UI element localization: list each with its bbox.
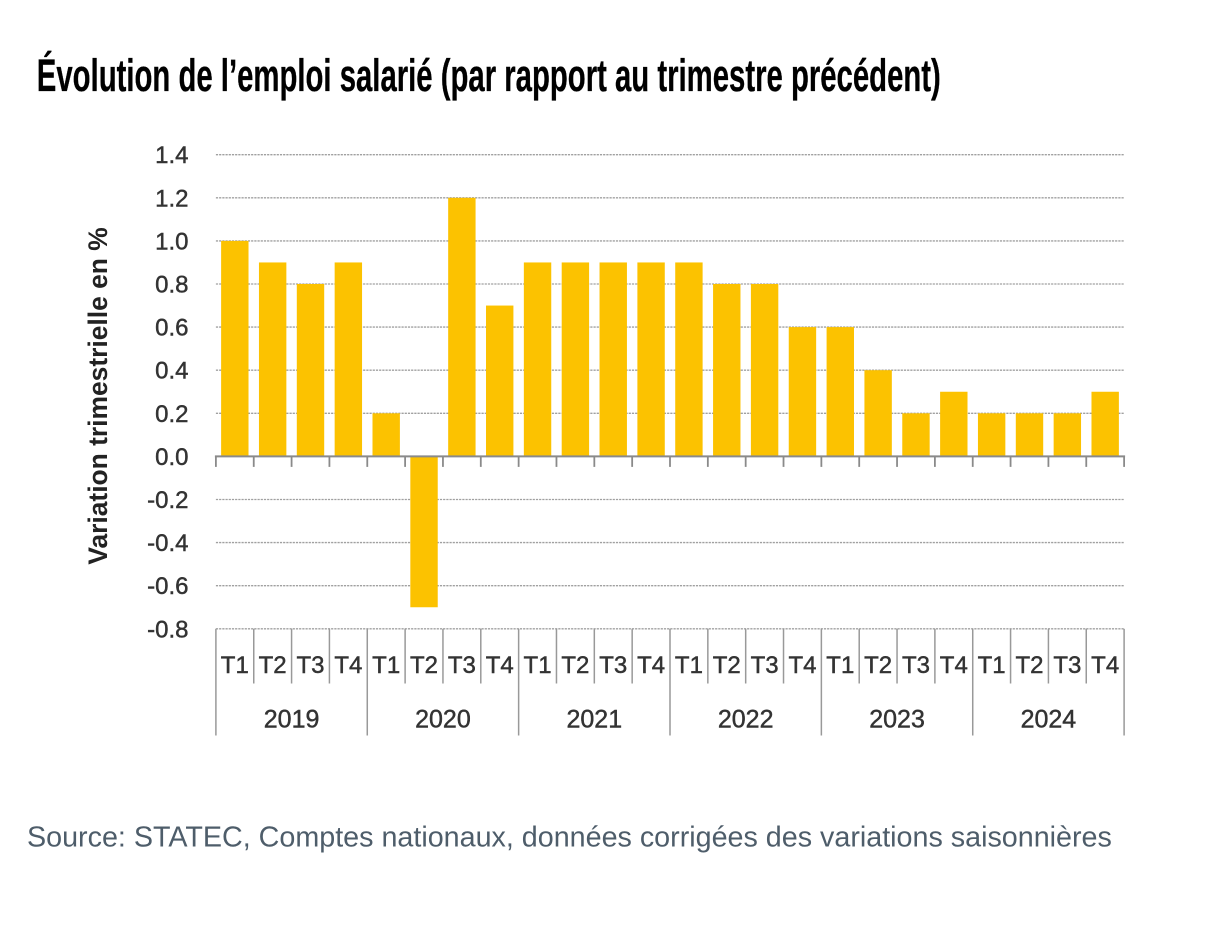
svg-text:T4: T4 — [788, 652, 816, 679]
svg-text:1.0: 1.0 — [155, 228, 188, 255]
svg-text:T3: T3 — [599, 652, 627, 679]
svg-text:T4: T4 — [1091, 652, 1119, 679]
svg-text:2024: 2024 — [1021, 706, 1077, 734]
svg-text:T2: T2 — [713, 652, 741, 679]
svg-text:-0.8: -0.8 — [147, 616, 188, 643]
svg-text:0.4: 0.4 — [155, 358, 188, 385]
svg-text:1.4: 1.4 — [155, 142, 188, 169]
svg-text:T4: T4 — [940, 652, 968, 679]
svg-text:1.2: 1.2 — [155, 185, 188, 212]
svg-text:T1: T1 — [826, 652, 854, 679]
svg-text:T4: T4 — [637, 652, 665, 679]
svg-text:T2: T2 — [410, 652, 438, 679]
svg-text:-0.4: -0.4 — [147, 530, 188, 557]
svg-text:-0.2: -0.2 — [147, 487, 188, 514]
svg-text:T3: T3 — [1053, 652, 1081, 679]
svg-text:2019: 2019 — [264, 706, 320, 734]
svg-text:T1: T1 — [675, 652, 703, 679]
svg-text:2023: 2023 — [869, 706, 925, 734]
svg-text:2021: 2021 — [567, 706, 623, 734]
svg-text:T2: T2 — [561, 652, 589, 679]
svg-text:2020: 2020 — [415, 706, 471, 734]
svg-text:0.6: 0.6 — [155, 315, 188, 342]
svg-text:Source: STATEC, Comptes nation: Source: STATEC, Comptes nationaux, donné… — [27, 822, 1112, 854]
svg-text:T4: T4 — [486, 652, 514, 679]
svg-text:0.8: 0.8 — [155, 272, 188, 299]
svg-text:T2: T2 — [864, 652, 892, 679]
svg-text:T3: T3 — [296, 652, 324, 679]
svg-text:T1: T1 — [372, 652, 400, 679]
svg-text:T1: T1 — [978, 652, 1006, 679]
svg-text:0.0: 0.0 — [155, 444, 188, 471]
svg-text:T2: T2 — [1015, 652, 1043, 679]
svg-text:T3: T3 — [448, 652, 476, 679]
svg-text:Variation trimestrielle en %: Variation trimestrielle en % — [83, 227, 113, 564]
svg-text:T4: T4 — [334, 652, 362, 679]
svg-text:T3: T3 — [751, 652, 779, 679]
svg-text:T1: T1 — [524, 652, 552, 679]
svg-text:0.2: 0.2 — [155, 401, 188, 428]
svg-text:T3: T3 — [902, 652, 930, 679]
svg-text:T2: T2 — [259, 652, 287, 679]
svg-text:2022: 2022 — [718, 706, 774, 734]
svg-text:T1: T1 — [221, 652, 249, 679]
svg-text:Évolution de l’emploi salarié: Évolution de l’emploi salarié (par rappo… — [37, 50, 941, 101]
svg-text:-0.6: -0.6 — [147, 573, 188, 600]
